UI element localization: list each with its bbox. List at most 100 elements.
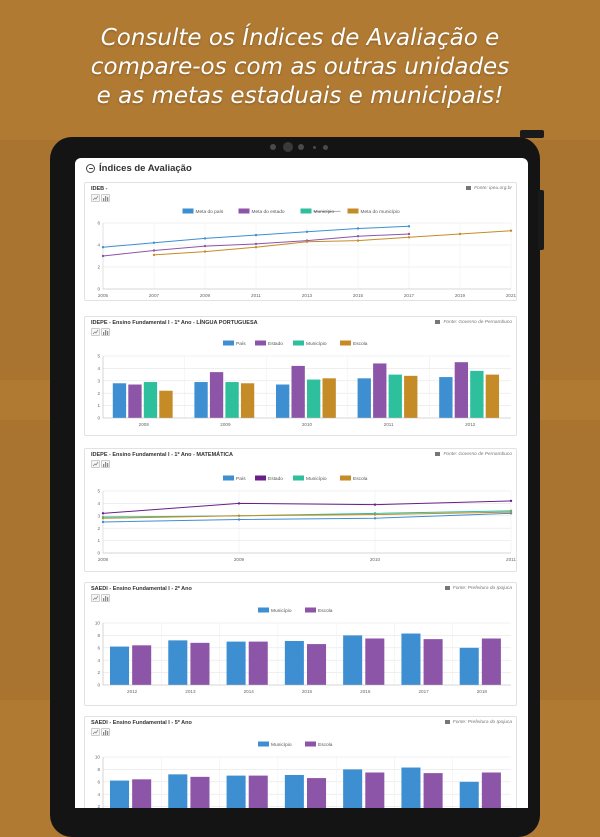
line-view-icon[interactable] <box>91 194 100 202</box>
chart-card-idepe-lp: IDEPE - Ensino Fundamental I - 1º Ano - … <box>84 316 517 436</box>
legend-swatch <box>258 607 269 613</box>
section-header[interactable]: Índices de Avaliação <box>86 163 192 174</box>
data-point <box>407 232 411 236</box>
data-point <box>373 513 377 516</box>
chart-title: IDEPE - Ensino Fundamental I - 1º Ano - … <box>91 320 258 326</box>
bar-view-icon[interactable] <box>101 328 110 336</box>
series-line <box>153 230 512 256</box>
legend-item: Escola <box>340 475 368 482</box>
data-point <box>254 246 258 249</box>
legend-label: Município <box>306 476 327 482</box>
bar <box>109 646 130 685</box>
bar <box>307 778 327 808</box>
bar <box>226 775 246 808</box>
y-tick-label: 2 <box>97 391 100 396</box>
legend-swatch <box>293 475 304 481</box>
legend-swatch <box>223 475 234 481</box>
x-tick-label: 2005 <box>98 293 109 298</box>
bar <box>365 638 385 685</box>
chart-card-saedi-5: SAEDI - Ensino Fundamental I - 5º Ano Fon… <box>84 716 517 808</box>
bar <box>459 781 479 808</box>
line-view-icon[interactable] <box>91 460 100 468</box>
legend-label: Escola <box>318 608 333 614</box>
bar <box>132 645 152 685</box>
x-tick-label: 2010 <box>302 422 313 427</box>
x-tick-label: 2012 <box>127 689 138 694</box>
bar <box>248 775 268 808</box>
legend-swatch <box>340 475 351 481</box>
y-tick-label: 0 <box>97 683 100 688</box>
bar <box>275 384 290 418</box>
bar <box>307 379 321 418</box>
y-tick-label: 6 <box>97 779 100 784</box>
x-tick-label: 2011 <box>251 293 261 298</box>
legend-label: Município <box>271 608 292 614</box>
bar <box>357 378 371 418</box>
legend-item: Meta do município <box>347 208 400 215</box>
y-tick-label: 5 <box>97 354 100 359</box>
legend-swatch <box>258 741 269 747</box>
x-tick-label: 2016 <box>360 689 371 694</box>
y-tick-label: 6 <box>97 645 100 650</box>
chart-source: Fonte: ipeu.org.br <box>466 186 512 191</box>
x-tick-label: 2008 <box>98 557 109 562</box>
collapse-icon[interactable] <box>86 164 95 173</box>
legend-item: Estado <box>255 475 283 482</box>
bar <box>322 378 336 418</box>
bar-view-icon[interactable] <box>101 460 110 468</box>
bar-view-icon[interactable] <box>101 728 110 736</box>
data-point <box>237 502 241 505</box>
bar <box>190 642 210 685</box>
y-tick-label: 2 <box>97 804 100 808</box>
line-view-icon[interactable] <box>91 728 100 736</box>
bar <box>439 377 453 418</box>
legend-swatch <box>238 208 250 214</box>
bar <box>404 375 418 418</box>
legend-item: Estado <box>255 340 283 347</box>
data-point <box>152 241 156 244</box>
chart-title: IDEB - <box>91 186 108 192</box>
data-point <box>305 240 309 243</box>
chart-title: SAEDI - Ensino Fundamental I - 2º Ano <box>91 586 192 592</box>
chart-saedi-5: MunicípioEscola0246810201220132014201520… <box>95 741 511 808</box>
x-tick-label: 2009 <box>220 422 231 427</box>
tablet-button-top <box>520 130 544 138</box>
chart-card-ideb: IDEB - Fonte: ipeu.org.br Meta do país Meta… <box>84 182 517 301</box>
source-text: Fonte: Governo de Pernambuco <box>443 320 512 326</box>
bar-view-icon[interactable] <box>101 594 110 602</box>
bar <box>109 780 130 808</box>
legend-item: País <box>223 475 246 482</box>
y-tick-label: 10 <box>95 755 101 760</box>
bar <box>209 372 224 418</box>
legend-item: País <box>223 340 246 347</box>
bar <box>401 633 421 685</box>
bar <box>343 635 363 685</box>
x-tick-label: 2010 <box>370 557 381 562</box>
x-tick-label: 2007 <box>149 293 160 298</box>
bar <box>143 382 158 418</box>
bar-view-icon[interactable] <box>101 194 110 202</box>
data-point <box>203 244 207 248</box>
chart-source: Fonte: Governo de Pernambuco <box>435 452 512 457</box>
sensor-dot <box>323 145 328 150</box>
series-line <box>102 510 512 518</box>
bar <box>159 390 173 418</box>
bar <box>168 774 188 808</box>
bar <box>226 641 246 685</box>
line-view-icon[interactable] <box>91 328 100 336</box>
legend-swatch <box>300 208 312 214</box>
legend-swatch <box>182 208 194 214</box>
data-point <box>152 249 156 252</box>
bar <box>284 640 304 685</box>
x-tick-label: 2009 <box>200 293 211 298</box>
series-line <box>102 512 512 523</box>
chart-title: SAEDI - Ensino Fundamental I - 5º Ano <box>91 720 192 726</box>
chart-ideb: Meta do país Meta do estado Município Meta … <box>97 208 516 298</box>
chart-source: Fonte: Prefeitura do Ipojuca <box>444 586 512 591</box>
bar <box>168 640 188 685</box>
legend-swatch <box>255 340 266 346</box>
line-view-icon[interactable] <box>91 594 100 602</box>
bar <box>307 644 327 685</box>
data-point <box>254 233 258 237</box>
legend-label: Município <box>314 209 335 215</box>
